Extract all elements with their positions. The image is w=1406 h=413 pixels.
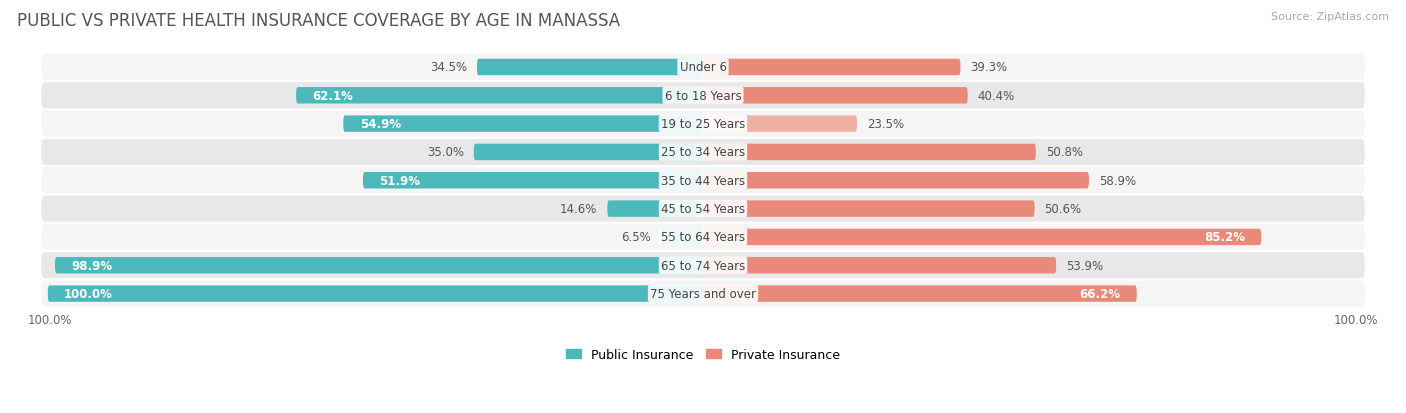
- FancyBboxPatch shape: [41, 281, 1365, 307]
- FancyBboxPatch shape: [703, 286, 1137, 302]
- Text: 34.5%: 34.5%: [430, 61, 467, 74]
- Text: 53.9%: 53.9%: [1066, 259, 1104, 272]
- FancyBboxPatch shape: [703, 257, 1056, 274]
- FancyBboxPatch shape: [477, 59, 703, 76]
- Text: 19 to 25 Years: 19 to 25 Years: [661, 118, 745, 131]
- Text: 50.6%: 50.6%: [1045, 203, 1081, 216]
- FancyBboxPatch shape: [703, 201, 1035, 217]
- FancyBboxPatch shape: [703, 173, 1088, 189]
- Text: 55 to 64 Years: 55 to 64 Years: [661, 231, 745, 244]
- Legend: Public Insurance, Private Insurance: Public Insurance, Private Insurance: [561, 343, 845, 366]
- FancyBboxPatch shape: [607, 201, 703, 217]
- Text: 39.3%: 39.3%: [970, 61, 1008, 74]
- Text: Under 6: Under 6: [679, 61, 727, 74]
- Text: 45 to 54 Years: 45 to 54 Years: [661, 203, 745, 216]
- FancyBboxPatch shape: [703, 88, 967, 104]
- Text: 35.0%: 35.0%: [427, 146, 464, 159]
- FancyBboxPatch shape: [661, 229, 703, 246]
- Text: 62.1%: 62.1%: [312, 90, 353, 102]
- FancyBboxPatch shape: [474, 145, 703, 161]
- FancyBboxPatch shape: [41, 253, 1365, 279]
- FancyBboxPatch shape: [55, 257, 703, 274]
- Text: 40.4%: 40.4%: [977, 90, 1015, 102]
- Text: 50.8%: 50.8%: [1046, 146, 1083, 159]
- Text: 35 to 44 Years: 35 to 44 Years: [661, 174, 745, 188]
- FancyBboxPatch shape: [297, 88, 703, 104]
- Text: 100.0%: 100.0%: [65, 287, 112, 300]
- FancyBboxPatch shape: [41, 55, 1365, 81]
- Text: 54.9%: 54.9%: [360, 118, 401, 131]
- Text: 66.2%: 66.2%: [1080, 287, 1121, 300]
- FancyBboxPatch shape: [41, 168, 1365, 194]
- FancyBboxPatch shape: [41, 224, 1365, 250]
- Text: 23.5%: 23.5%: [868, 118, 904, 131]
- FancyBboxPatch shape: [41, 112, 1365, 137]
- FancyBboxPatch shape: [41, 140, 1365, 166]
- FancyBboxPatch shape: [41, 83, 1365, 109]
- Text: 14.6%: 14.6%: [560, 203, 598, 216]
- FancyBboxPatch shape: [48, 286, 703, 302]
- FancyBboxPatch shape: [363, 173, 703, 189]
- FancyBboxPatch shape: [703, 116, 858, 133]
- Text: 75 Years and over: 75 Years and over: [650, 287, 756, 300]
- Text: 65 to 74 Years: 65 to 74 Years: [661, 259, 745, 272]
- Text: 6 to 18 Years: 6 to 18 Years: [665, 90, 741, 102]
- Text: 100.0%: 100.0%: [28, 313, 73, 326]
- Text: 100.0%: 100.0%: [1333, 313, 1378, 326]
- FancyBboxPatch shape: [703, 145, 1036, 161]
- Text: 98.9%: 98.9%: [72, 259, 112, 272]
- Text: 58.9%: 58.9%: [1098, 174, 1136, 188]
- Text: Source: ZipAtlas.com: Source: ZipAtlas.com: [1271, 12, 1389, 22]
- FancyBboxPatch shape: [343, 116, 703, 133]
- FancyBboxPatch shape: [703, 229, 1261, 246]
- Text: 6.5%: 6.5%: [621, 231, 651, 244]
- FancyBboxPatch shape: [41, 196, 1365, 222]
- Text: 85.2%: 85.2%: [1204, 231, 1244, 244]
- Text: 51.9%: 51.9%: [380, 174, 420, 188]
- FancyBboxPatch shape: [703, 59, 960, 76]
- Text: PUBLIC VS PRIVATE HEALTH INSURANCE COVERAGE BY AGE IN MANASSA: PUBLIC VS PRIVATE HEALTH INSURANCE COVER…: [17, 12, 620, 30]
- Text: 25 to 34 Years: 25 to 34 Years: [661, 146, 745, 159]
